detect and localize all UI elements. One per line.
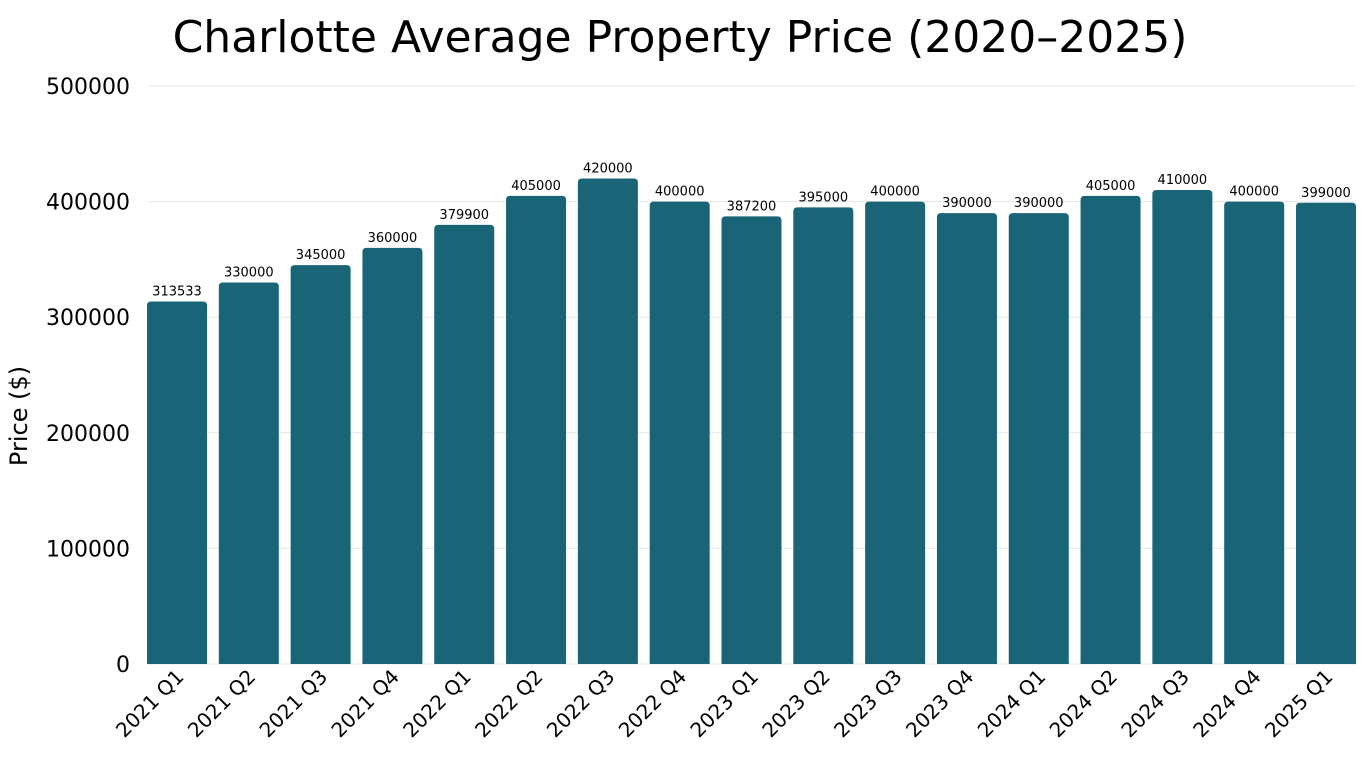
bar bbox=[865, 201, 926, 664]
y-tick-label: 300000 bbox=[46, 306, 130, 331]
y-tick-label: 0 bbox=[116, 653, 130, 678]
x-tick-label: 2022 Q2 bbox=[470, 665, 548, 743]
bar bbox=[936, 213, 997, 664]
x-tick-label: 2022 Q3 bbox=[542, 665, 620, 743]
bar bbox=[218, 282, 279, 664]
data-label: 395000 bbox=[798, 190, 848, 205]
data-label: 405000 bbox=[511, 179, 561, 194]
x-tick-label: 2023 Q2 bbox=[757, 665, 835, 743]
bar bbox=[1080, 195, 1141, 664]
data-label: 360000 bbox=[368, 231, 418, 246]
bar bbox=[1152, 190, 1213, 665]
bar bbox=[147, 301, 207, 664]
x-tick-label: 2021 Q4 bbox=[326, 665, 404, 743]
x-tick-label: 2021 Q2 bbox=[183, 665, 261, 743]
data-label: 400000 bbox=[655, 185, 705, 200]
data-label: 313533 bbox=[152, 285, 202, 300]
data-label: 400000 bbox=[870, 185, 920, 200]
bar bbox=[290, 265, 351, 664]
x-tick-label: 2024 Q2 bbox=[1045, 665, 1123, 743]
bar bbox=[1008, 213, 1069, 664]
x-tick-label: 2022 Q4 bbox=[614, 665, 692, 743]
x-tick-label: 2024 Q3 bbox=[1116, 665, 1194, 743]
data-label: 390000 bbox=[1014, 196, 1064, 211]
bar bbox=[506, 195, 567, 664]
y-axis-label: Price ($) bbox=[5, 366, 33, 466]
data-label: 379900 bbox=[439, 208, 489, 223]
bar bbox=[1296, 202, 1356, 665]
data-label: 387200 bbox=[727, 199, 777, 214]
data-label: 345000 bbox=[296, 248, 346, 263]
y-tick-label: 200000 bbox=[46, 422, 130, 447]
bar bbox=[362, 247, 423, 664]
bar bbox=[577, 178, 638, 665]
y-tick-label: 500000 bbox=[46, 75, 130, 100]
bar bbox=[434, 224, 495, 664]
x-tick-label: 2025 Q1 bbox=[1260, 665, 1338, 743]
data-label: 420000 bbox=[583, 161, 633, 176]
data-label: 410000 bbox=[1158, 173, 1208, 188]
x-tick-label: 2024 Q4 bbox=[1188, 665, 1266, 743]
y-tick-label: 100000 bbox=[46, 537, 130, 562]
x-tick-label: 2021 Q3 bbox=[255, 665, 333, 743]
data-label: 400000 bbox=[1229, 185, 1279, 200]
x-tick-label: 2023 Q4 bbox=[901, 665, 979, 743]
bar bbox=[793, 207, 854, 664]
data-label: 390000 bbox=[942, 196, 992, 211]
bar bbox=[649, 201, 710, 664]
data-label: 330000 bbox=[224, 266, 274, 281]
y-tick-label: 400000 bbox=[46, 191, 130, 216]
x-tick-label: 2022 Q1 bbox=[398, 665, 476, 743]
data-label: 399000 bbox=[1301, 186, 1351, 201]
x-tick-label: 2023 Q3 bbox=[829, 665, 907, 743]
x-tick-label: 2023 Q1 bbox=[685, 665, 763, 743]
bar bbox=[721, 216, 782, 665]
chart-title: Charlotte Average Property Price (2020–2… bbox=[173, 12, 1188, 63]
x-tick-label: 2024 Q1 bbox=[973, 665, 1051, 743]
bar bbox=[1224, 201, 1285, 664]
data-label: 405000 bbox=[1086, 179, 1136, 194]
